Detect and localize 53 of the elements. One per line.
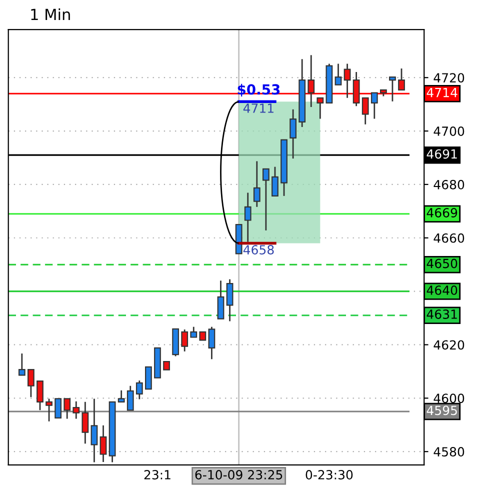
candlestick	[136, 380, 143, 400]
y-tick-label: 4660	[434, 233, 464, 243]
candlestick	[398, 68, 405, 91]
candlestick	[126, 385, 134, 411]
candlestick	[217, 280, 224, 320]
ref-line-label: 4650	[426, 258, 458, 268]
candlestick	[226, 278, 234, 322]
candlestick	[145, 366, 152, 390]
ref-line-label: 4640	[426, 285, 458, 295]
candlestick	[36, 380, 44, 411]
ref-line-label: 4691	[426, 149, 457, 159]
candlestick	[290, 108, 297, 160]
candlestick	[64, 398, 71, 420]
candlestick	[100, 424, 107, 463]
candlestick	[28, 368, 34, 398]
candlestick	[272, 166, 278, 197]
ref-line-label: 4714	[426, 88, 458, 98]
candlestick	[370, 92, 378, 120]
y-tick-label: 4700	[434, 126, 464, 136]
ref-line-label: 4669	[426, 208, 458, 218]
candlestick	[18, 352, 26, 376]
x-tick-label: 0-23:30	[306, 470, 353, 480]
y-tick-label: 4720	[434, 73, 464, 83]
candlestick	[72, 400, 80, 420]
x-tick-label: 23:1	[144, 470, 170, 480]
candlestick	[46, 398, 52, 422]
x-tick-label: 6-10-09 23:25	[195, 470, 282, 480]
candlestick	[82, 401, 89, 444]
y-tick-label: 4580	[434, 447, 464, 457]
annotation: 4658	[243, 245, 274, 254]
candlestick	[90, 398, 98, 463]
candlestick	[334, 63, 342, 86]
ref-line-label: 4595	[426, 406, 457, 416]
candlestick	[190, 326, 198, 338]
candlestick	[181, 328, 188, 352]
candlestick	[118, 390, 125, 403]
y-tick-label: 4620	[434, 340, 464, 350]
candlestick	[389, 76, 396, 102]
y-tick-label: 4680	[434, 180, 464, 190]
candlestick	[262, 168, 270, 232]
candlestick	[352, 71, 360, 107]
candlestick	[316, 97, 324, 120]
candlestick	[362, 97, 369, 126]
candlestick	[208, 326, 216, 360]
candlestick	[54, 398, 62, 418]
ref-line-label: 4631	[426, 310, 457, 319]
candlestick	[244, 192, 252, 243]
candlestick	[253, 160, 260, 208]
candlestick	[344, 63, 351, 99]
chart-title: 1 Min	[31, 8, 70, 20]
candlestick	[308, 54, 315, 108]
y-tick-label: 4600	[434, 394, 464, 404]
annotation: 4711	[243, 104, 274, 113]
